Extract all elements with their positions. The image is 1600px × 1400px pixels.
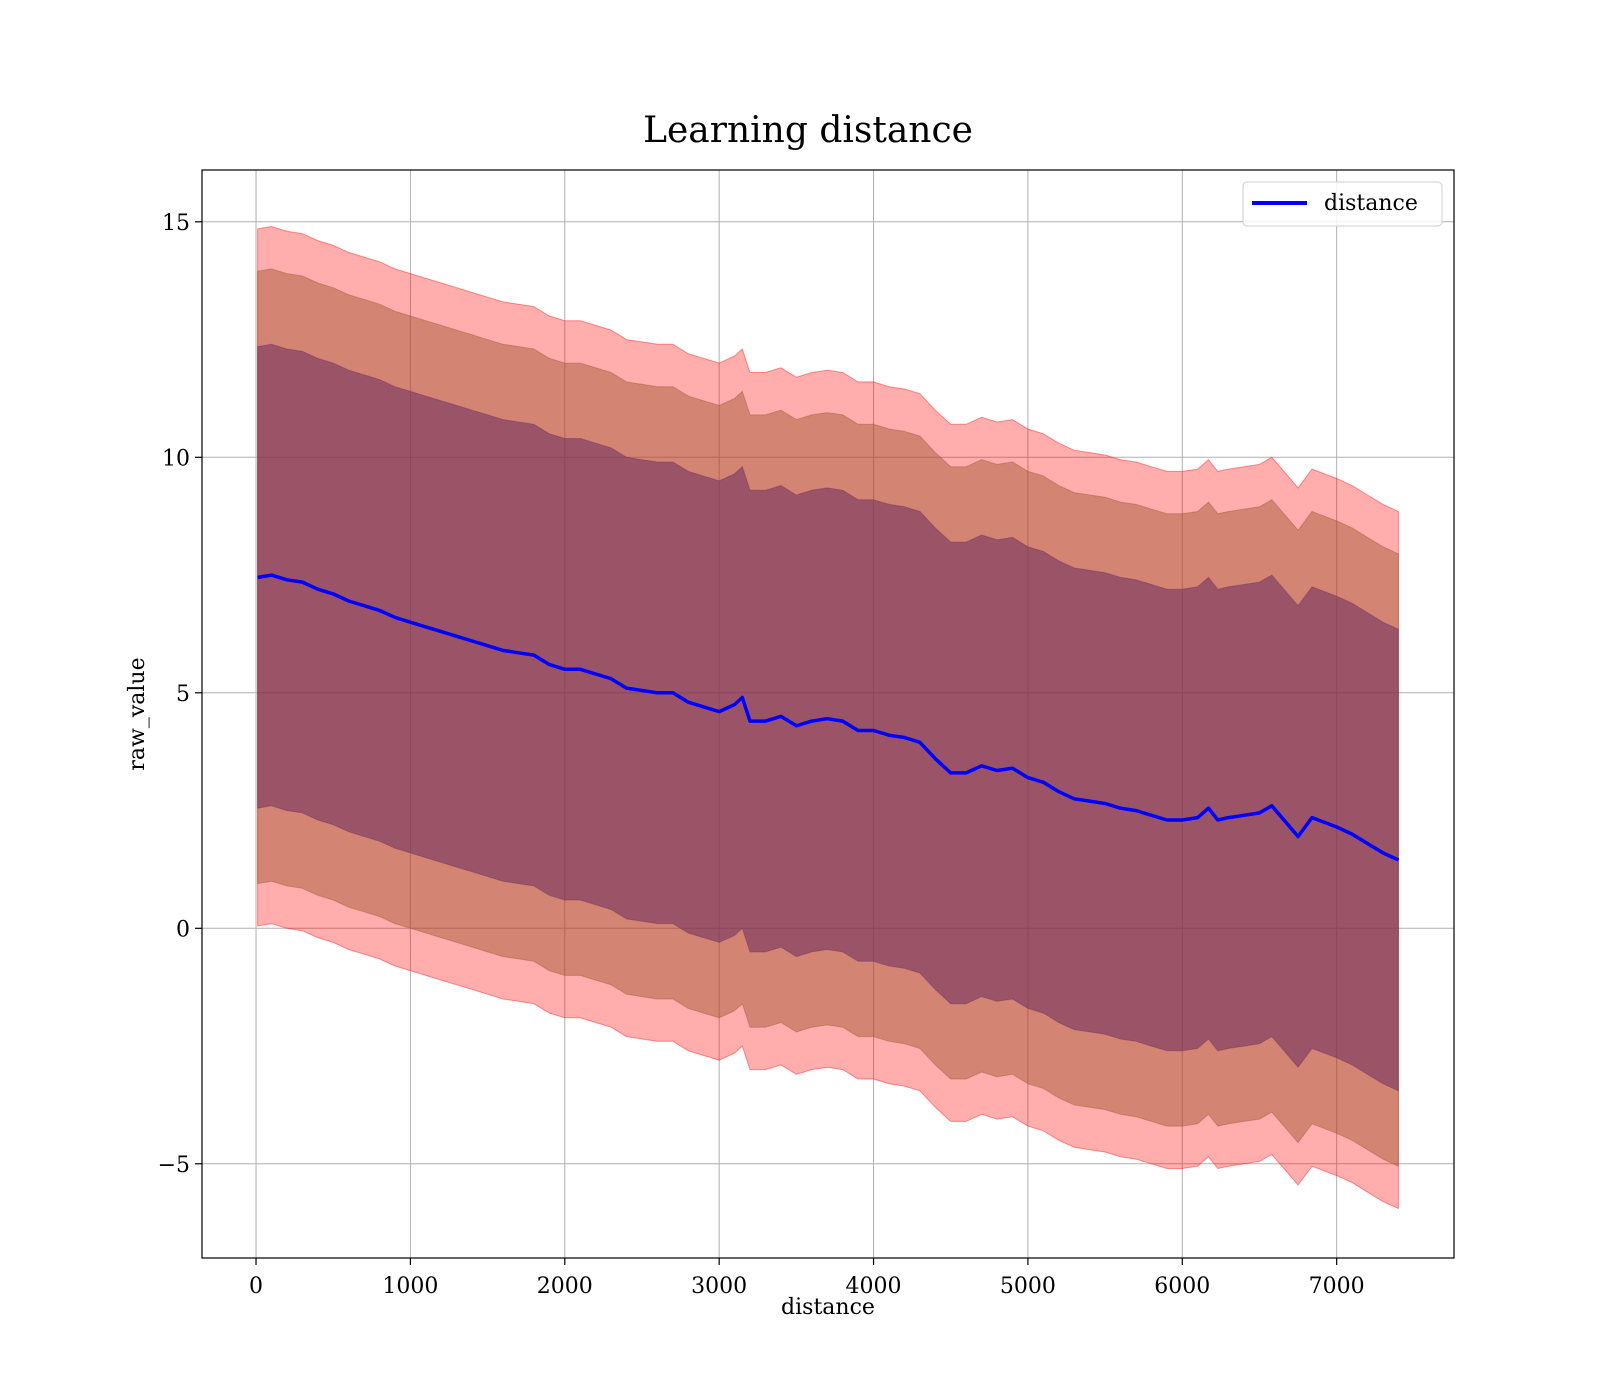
chart-title: Learning distance	[643, 110, 973, 151]
y-tick-label: 0	[176, 917, 190, 942]
legend-entry-distance: distance	[1324, 191, 1418, 216]
legend-box	[1242, 181, 1443, 227]
y-tick-label: 5	[176, 682, 190, 707]
series-line-distance	[257, 573, 1400, 862]
y-axis-ticks: −5 0 5 10 15	[158, 211, 202, 1178]
x-tick-label: 1000	[382, 1274, 438, 1299]
series-lines	[257, 573, 1400, 862]
x-tick-label: 2000	[537, 1274, 593, 1299]
x-tick-label: 0	[249, 1274, 263, 1299]
x-tick-label: 4000	[846, 1274, 902, 1299]
y-tick-label: 10	[162, 446, 190, 471]
legend: distance	[1242, 181, 1443, 227]
plot-frame	[201, 169, 1455, 1259]
y-tick-label: 15	[162, 211, 190, 236]
x-tick-label: 5000	[1000, 1274, 1056, 1299]
x-tick-label: 3000	[691, 1274, 747, 1299]
x-tick-label: 7000	[1309, 1274, 1365, 1299]
x-tick-label: 6000	[1154, 1274, 1210, 1299]
x-axis-ticks: 0 1000 2000 3000 4000 5000 6000 7000	[249, 1258, 1365, 1299]
x-axis-label: distance	[781, 1295, 875, 1320]
y-tick-label: −5	[158, 1153, 190, 1178]
y-axis-label: raw_value	[125, 657, 150, 770]
